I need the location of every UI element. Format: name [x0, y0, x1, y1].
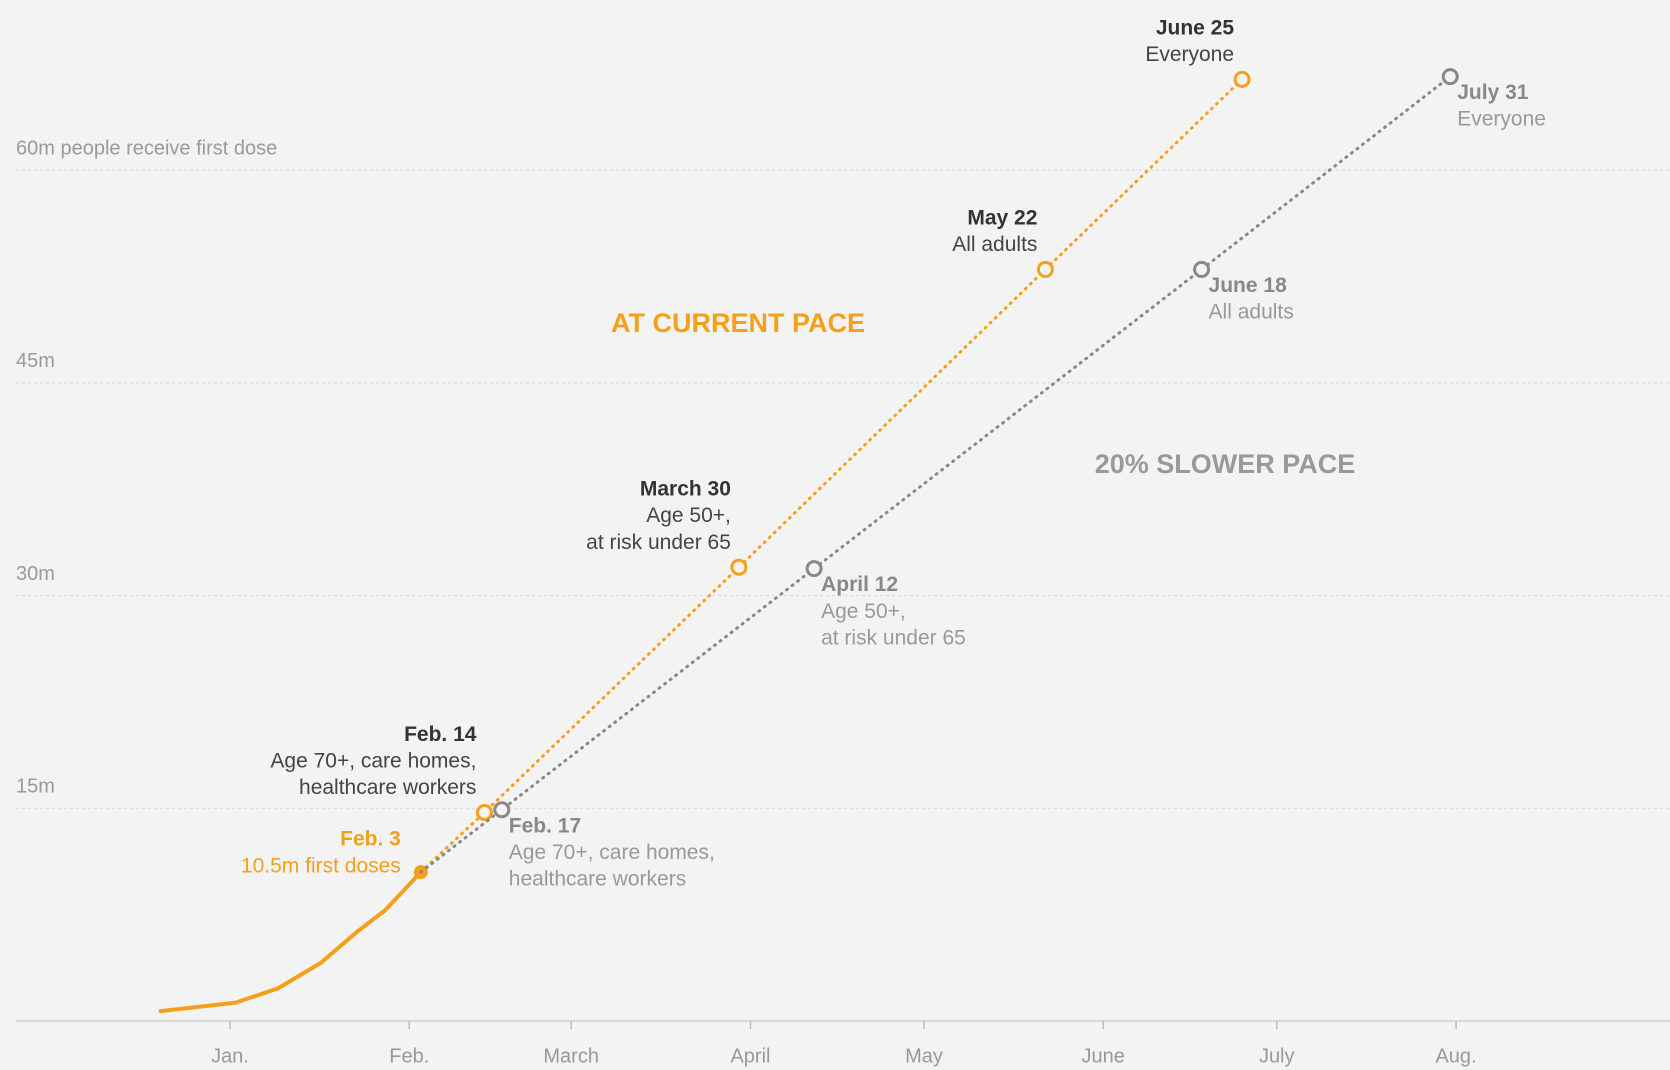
point-marker — [493, 801, 511, 819]
y-tick-label: 45m — [16, 350, 55, 372]
series-label: AT CURRENT PACE — [611, 308, 865, 338]
point-marker — [1441, 68, 1459, 86]
x-tick-label: April — [730, 1045, 770, 1067]
annotation-date: June 25 — [1156, 16, 1235, 39]
annotation-date: May 22 — [967, 206, 1037, 229]
annotation-text: All adults — [1209, 301, 1294, 324]
annotation-text: Age 50+, — [821, 600, 906, 623]
x-tick-label: March — [543, 1045, 599, 1067]
annotation-text: Everyone — [1145, 43, 1234, 66]
annotation-date: March 30 — [640, 478, 731, 501]
annotation-text: at risk under 65 — [586, 531, 731, 554]
point-marker — [730, 558, 748, 576]
y-tick-label: 60m people receive first dose — [16, 137, 277, 159]
annotation-text: Age 70+, care homes, — [270, 749, 476, 772]
annotation-text: healthcare workers — [509, 867, 686, 890]
annotation-date: Feb. 3 — [340, 828, 401, 851]
annotation-date: June 18 — [1209, 274, 1288, 297]
annotation-date: Feb. 17 — [509, 814, 581, 837]
x-tick-label: June — [1082, 1045, 1125, 1067]
annotation-date: July 31 — [1457, 81, 1529, 104]
point-marker — [1233, 70, 1251, 88]
x-tick-label: Jan. — [211, 1045, 249, 1067]
annotation-text: Age 50+, — [646, 504, 731, 527]
annotation-text: Everyone — [1457, 108, 1546, 131]
x-tick-label: July — [1259, 1045, 1295, 1067]
annotation-text: All adults — [952, 233, 1037, 256]
point-marker — [475, 804, 493, 822]
annotation-date: Feb. 14 — [404, 723, 477, 746]
point-marker — [1193, 260, 1211, 278]
x-tick-label: Feb. — [389, 1045, 429, 1067]
annotation-text: healthcare workers — [299, 776, 476, 799]
y-tick-label: 30m — [16, 563, 55, 585]
annotation-text: at risk under 65 — [821, 626, 966, 649]
series-label: 20% SLOWER PACE — [1095, 449, 1356, 479]
annotation-text: Age 70+, care homes, — [509, 841, 715, 864]
x-tick-label: Aug. — [1435, 1045, 1476, 1067]
annotation-date: April 12 — [821, 573, 898, 596]
annotation-text: 10.5m first doses — [241, 854, 401, 877]
series-line — [158, 870, 423, 1014]
y-tick-label: 15m — [16, 776, 55, 798]
point-marker — [1036, 260, 1054, 278]
point-marker — [805, 560, 823, 578]
x-tick-label: May — [905, 1045, 943, 1067]
